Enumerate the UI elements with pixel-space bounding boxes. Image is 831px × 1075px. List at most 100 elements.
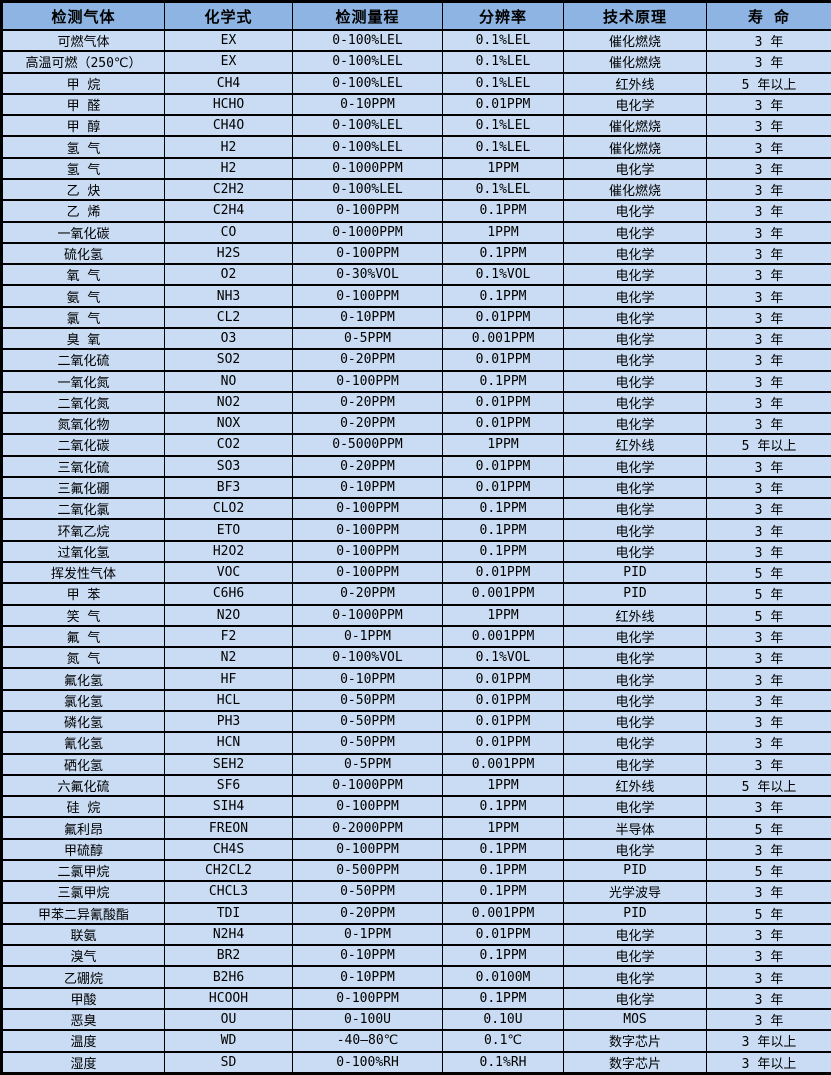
table-cell: H2 — [164, 156, 293, 180]
table-cell: 电化学 — [563, 241, 707, 266]
table-cell: 催化燃烧 — [563, 177, 707, 202]
table-cell: 0.1%LEL — [442, 71, 564, 95]
table-cell: 5 年以上 — [706, 773, 831, 798]
table-cell: 0.001PPM — [442, 582, 564, 606]
table-cell: 环氧乙烷 — [1, 518, 165, 542]
table-row: 甲硫醇 CH4S 0-100PPM 0.1PPM 电化学 3 年 — [1, 837, 831, 861]
table-row: 硫化氢 H2S 0-100PPM 0.1PPM 电化学 3 年 — [1, 241, 831, 266]
table-row: 溴气 BR2 0-10PPM 0.1PPM 电化学 3 年 — [1, 944, 831, 968]
table-cell: 红外线 — [563, 433, 707, 457]
table-cell: 0.01PPM — [442, 709, 564, 734]
table-row: 氮 气 N2 0-100%VOL 0.1%VOL 电化学 3 年 — [1, 646, 831, 670]
table-cell: 臭 氧 — [1, 326, 165, 351]
table-cell: 0-100U — [292, 1007, 443, 1032]
table-cell: BR2 — [164, 944, 293, 968]
table-cell: 3 年 — [706, 348, 831, 372]
table-cell: 0-100PPM — [292, 795, 443, 819]
table-cell: 5 年以上 — [706, 71, 831, 95]
table-cell: 电化学 — [563, 348, 707, 372]
table-cell: 电化学 — [563, 305, 707, 329]
table-cell: 二氧化氯 — [1, 497, 165, 521]
table-cell: C2H4 — [164, 199, 293, 223]
table-cell: 硅 烷 — [1, 795, 165, 819]
table-cell: 0.1PPM — [442, 986, 564, 1010]
table-row: 挥发性气体 VOC 0-100PPM 0.01PPM PID 5 年 — [1, 561, 831, 585]
table-cell: 0.001PPM — [442, 624, 564, 649]
table-cell: 0.1%LEL — [442, 28, 564, 53]
table-cell: 1PPM — [442, 220, 564, 244]
table-cell: 乙 炔 — [1, 177, 165, 202]
table-cell: 5 年 — [706, 582, 831, 606]
table-cell: 0-50PPM — [292, 880, 443, 904]
table-cell: 0-100%LEL — [292, 50, 443, 74]
table-row: 联氨 N2H4 0-1PPM 0.01PPM 电化学 3 年 — [1, 922, 831, 947]
table-cell: 0-20PPM — [292, 582, 443, 606]
table-cell: 3 年 — [706, 646, 831, 670]
column-header-2: 化学式 — [164, 0, 293, 31]
table-cell: H2O2 — [164, 539, 293, 564]
table-cell: 3 年 — [706, 156, 831, 180]
table-row: 三氟化硼 BF3 0-10PPM 0.01PPM 电化学 3 年 — [1, 475, 831, 500]
table-cell: 0.1PPM — [442, 795, 564, 819]
table-row: 甲酸 HCOOH 0-100PPM 0.1PPM 电化学 3 年 — [1, 986, 831, 1010]
table-cell: 三氧化硫 — [1, 454, 165, 478]
table-row: 臭 氧 O3 0-5PPM 0.001PPM 电化学 3 年 — [1, 326, 831, 351]
table-cell: PH3 — [164, 709, 293, 734]
table-row: 湿度 SD 0-100%RH 0.1%RH 数字芯片 3 年以上 — [1, 1050, 831, 1075]
table-cell: 3 年 — [706, 454, 831, 478]
table-cell: 3 年 — [706, 263, 831, 287]
table-cell: HCN — [164, 731, 293, 755]
table-cell: 3 年 — [706, 92, 831, 117]
table-row: 一氧化氮 NO 0-100PPM 0.1PPM 电化学 3 年 — [1, 369, 831, 393]
table-cell: N2O — [164, 603, 293, 627]
table-cell: 0-100%LEL — [292, 177, 443, 202]
table-cell: 二氧化氮 — [1, 390, 165, 415]
table-cell: 0.001PPM — [442, 901, 564, 925]
table-cell: 3 年 — [706, 1007, 831, 1032]
table-cell: 电化学 — [563, 326, 707, 351]
table-cell: N2H4 — [164, 922, 293, 947]
table-cell: 0-100PPM — [292, 837, 443, 861]
table-row: 恶臭 OU 0-100U 0.10U MOS 3 年 — [1, 1007, 831, 1032]
table-cell: MOS — [563, 1007, 707, 1032]
table-cell: 三氯甲烷 — [1, 880, 165, 904]
table-cell: 电化学 — [563, 284, 707, 308]
table-body: 可燃气体 EX 0-100%LEL 0.1%LEL 催化燃烧 3 年高温可燃（250℃） E… — [1, 28, 831, 1075]
table-cell: 0-5000PPM — [292, 433, 443, 457]
table-cell: 3 年 — [706, 837, 831, 861]
table-cell: 0.1PPM — [442, 858, 564, 883]
table-cell: 电化学 — [563, 667, 707, 691]
table-cell: 氢 气 — [1, 135, 165, 159]
table-cell: 0-100PPM — [292, 539, 443, 564]
table-cell: 0.1%LEL — [442, 135, 564, 159]
column-header-5: 技术原理 — [563, 0, 707, 31]
table-cell: 0-2000PPM — [292, 816, 443, 840]
table-cell: 0-1PPM — [292, 922, 443, 947]
table-cell: CH4 — [164, 71, 293, 95]
table-row: 甲苯二异氰酸酯 TDI 0-20PPM 0.001PPM PID 5 年 — [1, 901, 831, 925]
table-row: 乙硼烷 B2H6 0-10PPM 0.0100M 电化学 3 年 — [1, 965, 831, 989]
table-cell: 5 年以上 — [706, 433, 831, 457]
table-cell: 0-1000PPM — [292, 773, 443, 798]
table-cell: 电化学 — [563, 92, 707, 117]
table-row: 二氧化氮 NO2 0-20PPM 0.01PPM 电化学 3 年 — [1, 390, 831, 415]
table-cell: 0-100PPM — [292, 241, 443, 266]
table-cell: 0.1PPM — [442, 539, 564, 564]
table-cell: 半导体 — [563, 816, 707, 840]
table-cell: PID — [563, 582, 707, 606]
table-cell: 氧 气 — [1, 263, 165, 287]
table-cell: 0.1PPM — [442, 518, 564, 542]
table-cell: 红外线 — [563, 71, 707, 95]
table-cell: 1PPM — [442, 816, 564, 840]
table-cell: 数字芯片 — [563, 1050, 707, 1075]
table-cell: B2H6 — [164, 965, 293, 989]
table-row: 氟利昂 FREON 0-2000PPM 1PPM 半导体 5 年 — [1, 816, 831, 840]
table-cell: HCL — [164, 688, 293, 713]
table-cell: 氟 气 — [1, 624, 165, 649]
table-cell: 0.01PPM — [442, 454, 564, 478]
table-cell: 0-100PPM — [292, 497, 443, 521]
table-row: 三氯甲烷 CHCL3 0-50PPM 0.1PPM 光学波导 3 年 — [1, 880, 831, 904]
table-cell: 电化学 — [563, 220, 707, 244]
